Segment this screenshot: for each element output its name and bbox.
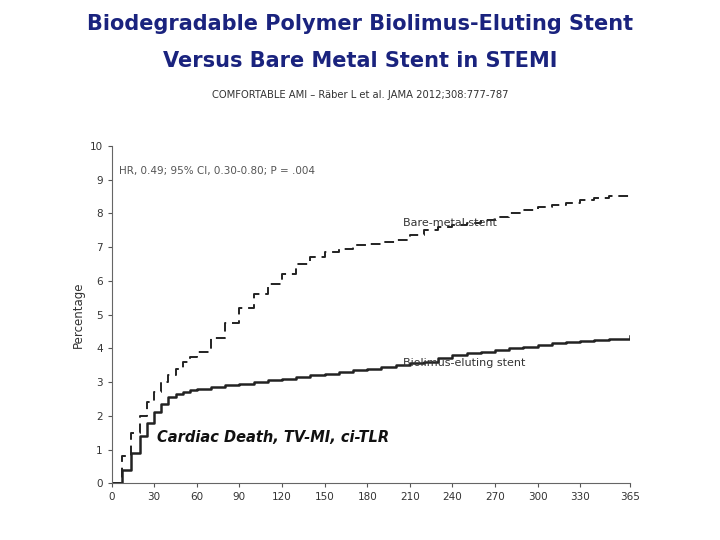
Text: Cardiac Death, TV-MI, ci-TLR: Cardiac Death, TV-MI, ci-TLR	[157, 430, 390, 445]
Text: Biodegradable Polymer Biolimus-Eluting Stent: Biodegradable Polymer Biolimus-Eluting S…	[87, 14, 633, 33]
Y-axis label: Percentage: Percentage	[72, 281, 85, 348]
Text: COMFORTABLE AMI – Räber L et al. JAMA 2012;308:777-787: COMFORTABLE AMI – Räber L et al. JAMA 20…	[212, 90, 508, 100]
Text: Versus Bare Metal Stent in STEMI: Versus Bare Metal Stent in STEMI	[163, 51, 557, 71]
Text: Biolimus-eluting stent: Biolimus-eluting stent	[402, 359, 525, 368]
Text: Bare-metal stent: Bare-metal stent	[402, 218, 497, 228]
Text: HR, 0.49; 95% CI, 0.30-0.80; P = .004: HR, 0.49; 95% CI, 0.30-0.80; P = .004	[119, 166, 315, 176]
Text: Primary endpoint @ 1 Year: Primary endpoint @ 1 Year	[230, 112, 511, 132]
